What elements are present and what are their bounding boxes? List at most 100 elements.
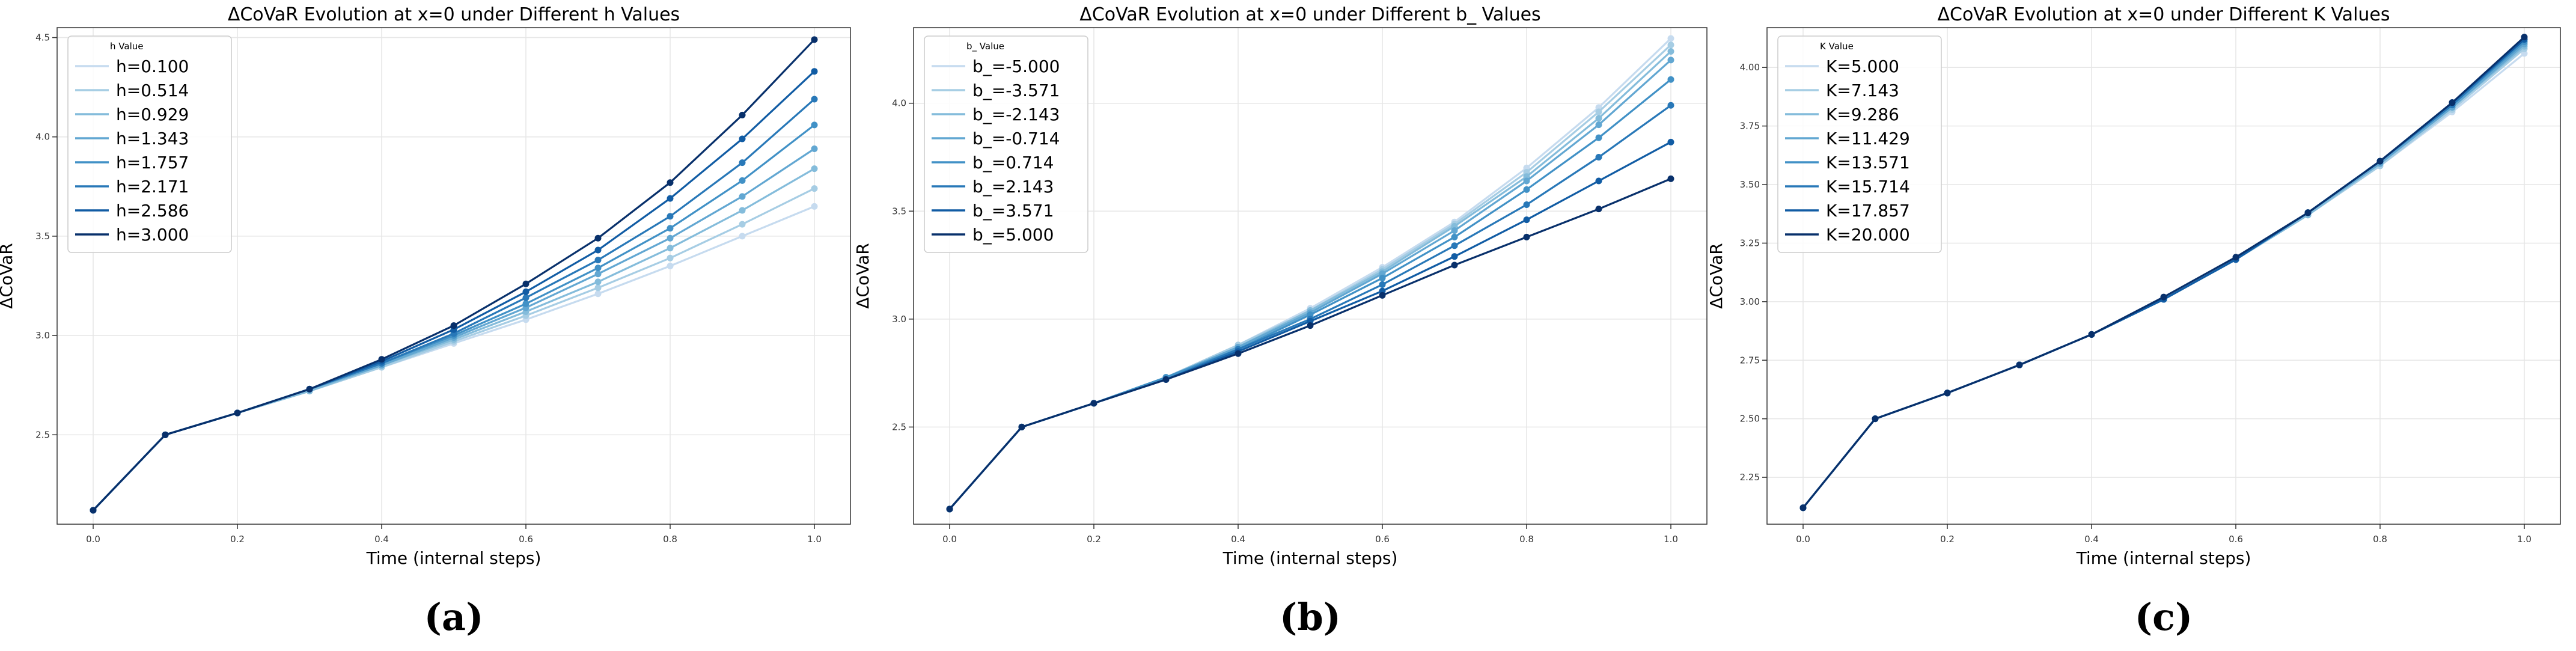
chart-title: ΔCoVaR Evolution at x=0 under Different … [1937, 4, 2390, 25]
x-tick-label: 0.4 [2084, 534, 2099, 545]
legend: h Value h=0.100 h=0.514 h=0.929 h=1.343 h=1.7… [67, 35, 232, 253]
data-point [2376, 157, 2384, 165]
data-point [2016, 361, 2023, 368]
data-point [739, 207, 746, 214]
legend-label: h=1.757 [116, 153, 189, 173]
data-point [1451, 242, 1458, 249]
data-point [811, 36, 818, 43]
data-point [811, 165, 818, 173]
data-point [594, 264, 602, 272]
data-point [667, 254, 674, 261]
data-point [739, 193, 746, 200]
data-point [667, 245, 674, 252]
data-point [1667, 138, 1674, 145]
legend-label: K=20.000 [1826, 225, 1910, 245]
data-point [1799, 504, 1807, 512]
plot-frame [56, 27, 851, 525]
x-tick-label: 0.6 [2229, 534, 2243, 545]
y-axis-label: ΔCoVaR [1706, 243, 1726, 308]
x-axis-label: Time (internal steps) [1222, 548, 1398, 568]
data-point [1667, 76, 1674, 83]
x-tick-label: 0.2 [230, 534, 245, 545]
y-tick-label: 3.0 [892, 314, 906, 325]
data-point [1944, 390, 1951, 397]
data-point [594, 284, 602, 292]
x-tick-label: 0.8 [2373, 534, 2387, 545]
data-point [667, 225, 674, 232]
data-point [1595, 108, 1602, 115]
data-point [1667, 175, 1674, 182]
data-point [2160, 293, 2167, 301]
y-axis-label: ΔCoVaR [853, 243, 873, 308]
data-point [946, 506, 953, 513]
data-point [2232, 254, 2239, 261]
data-point [2088, 331, 2095, 338]
data-point [811, 145, 818, 153]
y-tick-label: 3.50 [1740, 179, 1760, 190]
data-point [594, 257, 602, 264]
legend-label: h=0.929 [116, 105, 189, 124]
data-point [1451, 253, 1458, 260]
y-tick-label: 4.0 [35, 132, 50, 142]
legend-label: b_=0.714 [972, 153, 1054, 173]
chart-panel: 0.0 0.2 0.4 0.6 0.8 1.0 2.5 3.0 3.5 4.0 4.5 ΔCoVaR … [0, 4, 851, 639]
data-point [522, 280, 530, 287]
y-axis-label: ΔCoVaR [0, 243, 16, 308]
data-point [594, 234, 602, 242]
chart-title: ΔCoVaR Evolution at x=0 under Different … [228, 4, 680, 25]
x-tick-label: 0.4 [1231, 534, 1245, 545]
legend-label: K=7.143 [1826, 81, 1899, 100]
data-point [1451, 261, 1458, 269]
legend: b_ Value b_=-5.000 b_=-3.571 b_=-2.143 b_=-0… [924, 35, 1088, 253]
data-point [1872, 415, 1879, 423]
data-point [1595, 134, 1602, 141]
data-point [1162, 376, 1170, 383]
x-tick-label: 0.8 [663, 534, 677, 545]
legend-label: K=13.571 [1826, 153, 1910, 173]
legend-title: K Value [1820, 41, 1854, 52]
panel-label: (c) [2135, 595, 2193, 639]
data-point [1235, 350, 1242, 357]
data-point [739, 233, 746, 240]
panel-label: (b) [1280, 595, 1341, 639]
legend-label: b_=-0.714 [972, 129, 1060, 148]
data-point [811, 121, 818, 129]
x-tick-label: 1.0 [1664, 534, 1678, 545]
data-point [306, 385, 313, 393]
y-tick-label: 2.75 [1740, 355, 1760, 365]
legend-title: b_ Value [966, 41, 1004, 52]
legend-label: h=2.586 [116, 201, 189, 221]
data-point [739, 135, 746, 142]
panel-label: (a) [424, 595, 484, 639]
data-point [1595, 121, 1602, 129]
data-point [1667, 57, 1674, 64]
legend-label: h=2.171 [116, 177, 189, 197]
data-point [667, 234, 674, 242]
data-point [522, 300, 530, 307]
data-point [234, 409, 241, 417]
data-point [1667, 48, 1674, 55]
chart-panel: 0.0 0.2 0.4 0.6 0.8 1.0 2.5 3.0 3.5 4.0 ΔCoVaR Evo… [853, 4, 1708, 639]
data-point [1523, 216, 1530, 224]
data-point [667, 262, 674, 269]
data-point [667, 213, 674, 220]
legend-label: h=3.000 [116, 225, 189, 245]
data-point [1595, 206, 1602, 213]
y-tick-label: 4.00 [1740, 62, 1760, 73]
y-tick-label: 3.5 [35, 231, 50, 242]
y-tick-label: 4.0 [892, 98, 906, 109]
data-point [811, 68, 818, 75]
x-tick-label: 0.4 [374, 534, 389, 545]
data-point [811, 185, 818, 192]
data-point [1090, 400, 1097, 407]
data-point [1379, 275, 1386, 282]
legend-label: b_=-3.571 [972, 81, 1060, 100]
x-tick-label: 0.6 [519, 534, 533, 545]
data-point [522, 294, 530, 301]
y-tick-label: 3.25 [1740, 237, 1760, 248]
legend-label: b_=5.000 [972, 225, 1054, 245]
data-point [1667, 102, 1674, 109]
legend-label: h=0.514 [116, 81, 189, 100]
y-tick-label: 3.0 [35, 330, 50, 341]
legend-label: h=1.343 [116, 129, 189, 148]
